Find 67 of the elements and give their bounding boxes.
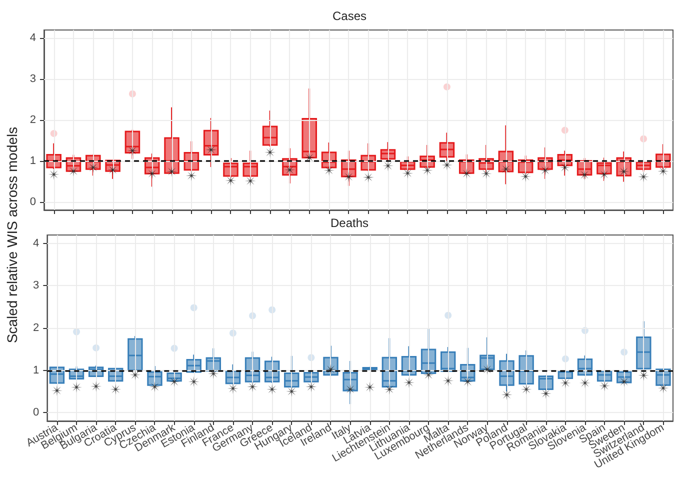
y-tick-label: 1	[30, 154, 36, 167]
point	[579, 169, 590, 180]
point	[225, 175, 236, 186]
point	[403, 377, 414, 388]
point	[599, 380, 610, 392]
point	[344, 384, 356, 395]
point	[110, 384, 122, 395]
point	[559, 162, 570, 173]
point	[68, 166, 79, 177]
point	[206, 144, 217, 156]
point	[520, 170, 532, 182]
point	[480, 168, 492, 180]
point	[501, 389, 512, 400]
point	[540, 388, 552, 400]
point	[423, 369, 434, 380]
point	[560, 377, 571, 388]
point	[422, 164, 433, 176]
point	[149, 381, 160, 392]
point	[598, 168, 610, 180]
y-tick-label: 4	[30, 32, 36, 44]
point	[146, 168, 158, 180]
y-tick-label: 0	[30, 196, 36, 208]
point	[402, 168, 414, 179]
point	[166, 166, 178, 178]
point	[382, 160, 394, 172]
y-axis-title: Scaled relative WIS across models	[4, 126, 20, 344]
point	[306, 381, 317, 392]
point	[324, 164, 335, 176]
y-tick-label: 4	[33, 237, 40, 250]
point	[208, 368, 219, 380]
point	[638, 370, 650, 381]
y-tick-label: 0	[33, 406, 40, 419]
point	[264, 146, 276, 158]
point	[48, 168, 60, 180]
point	[186, 170, 197, 182]
point	[343, 171, 354, 182]
point	[126, 145, 138, 156]
point	[286, 386, 298, 397]
point	[51, 385, 62, 396]
point	[362, 172, 374, 183]
point	[500, 164, 512, 175]
y-tick-label: 2	[33, 322, 40, 334]
point	[244, 175, 256, 186]
point	[461, 168, 472, 180]
point	[90, 380, 102, 392]
point	[638, 171, 650, 182]
point	[384, 384, 395, 395]
point	[540, 164, 551, 176]
y-tick-label: 3	[33, 280, 40, 292]
point	[130, 369, 141, 380]
chart-title: Deaths	[330, 216, 369, 230]
point	[442, 375, 454, 386]
point	[462, 376, 474, 388]
y-tick-label: 1	[33, 364, 40, 376]
point	[227, 382, 238, 394]
point	[188, 376, 200, 388]
point	[364, 382, 376, 393]
y-tick-label: 2	[30, 114, 36, 126]
point	[304, 152, 315, 164]
point	[71, 382, 82, 393]
point	[168, 376, 180, 388]
point	[520, 384, 532, 395]
point	[266, 384, 278, 395]
point	[482, 364, 493, 375]
point	[658, 166, 669, 177]
chart-title: Cases	[332, 9, 367, 23]
y-tick-label: 3	[30, 73, 36, 86]
